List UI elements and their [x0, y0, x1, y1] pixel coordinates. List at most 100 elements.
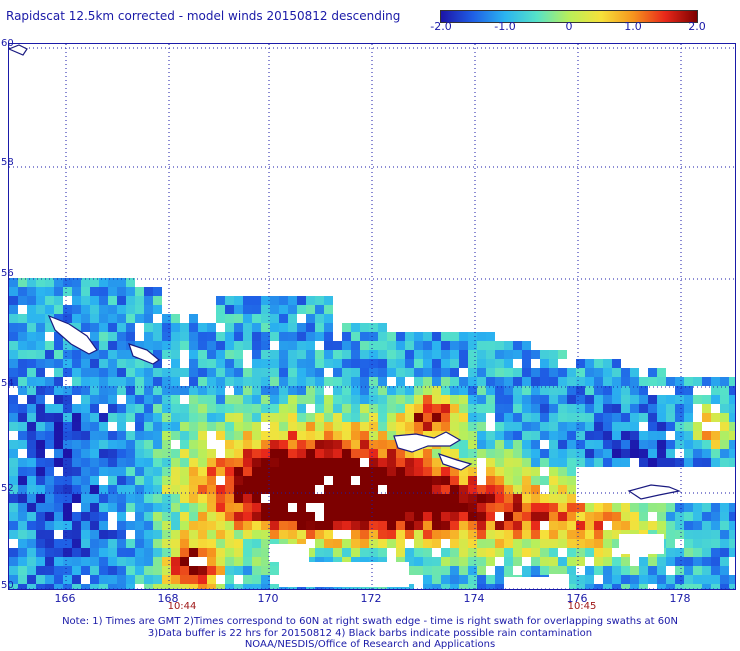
wind-cell	[63, 485, 72, 494]
wind-cell	[162, 368, 171, 377]
wind-cell	[45, 539, 54, 548]
wind-cell	[279, 449, 288, 458]
wind-cell	[675, 548, 684, 557]
wind-cell	[216, 305, 225, 314]
wind-cell	[648, 557, 657, 566]
wind-cell	[702, 395, 711, 404]
wind-cell	[567, 413, 576, 422]
wind-cell	[585, 386, 594, 395]
wind-cell	[513, 458, 522, 467]
wind-cell	[423, 350, 432, 359]
wind-cell	[639, 377, 648, 386]
wind-cell	[540, 458, 549, 467]
wind-cell	[693, 422, 702, 431]
wind-cell	[153, 458, 162, 467]
wind-cell	[306, 332, 315, 341]
wind-cell	[432, 539, 441, 548]
wind-cell	[477, 341, 486, 350]
wind-cell	[36, 458, 45, 467]
wind-cell	[441, 548, 450, 557]
wind-cell	[306, 512, 315, 521]
wind-cell	[495, 359, 504, 368]
wind-cell	[387, 350, 396, 359]
wind-cell	[522, 458, 531, 467]
wind-cell	[477, 530, 486, 539]
wind-cell	[99, 449, 108, 458]
wind-cell	[189, 512, 198, 521]
wind-cell	[198, 476, 207, 485]
wind-cell	[171, 332, 180, 341]
wind-cell	[351, 431, 360, 440]
wind-cell	[108, 467, 117, 476]
wind-cell	[720, 449, 729, 458]
wind-cell	[486, 386, 495, 395]
wind-cell	[162, 566, 171, 575]
wind-cell	[315, 467, 324, 476]
wind-cell	[171, 476, 180, 485]
wind-cell	[360, 494, 369, 503]
wind-cell	[234, 395, 243, 404]
wind-cell	[360, 377, 369, 386]
wind-cell	[540, 539, 549, 548]
wind-cell	[207, 539, 216, 548]
wind-cell	[594, 386, 603, 395]
wind-cell	[126, 332, 135, 341]
wind-cell	[18, 557, 27, 566]
wind-cell	[225, 575, 234, 584]
wind-cell	[45, 494, 54, 503]
wind-cell	[72, 323, 81, 332]
wind-cell	[54, 314, 63, 323]
wind-cell	[99, 566, 108, 575]
wind-cell	[612, 575, 621, 584]
wind-cell	[45, 404, 54, 413]
wind-cell	[153, 557, 162, 566]
wind-cell	[405, 413, 414, 422]
wind-cell	[144, 494, 153, 503]
wind-cell	[333, 449, 342, 458]
wind-cell	[558, 440, 567, 449]
wind-cell	[639, 458, 648, 467]
wind-cell	[432, 575, 441, 584]
wind-cell	[675, 530, 684, 539]
wind-cell	[342, 368, 351, 377]
wind-cell	[27, 494, 36, 503]
wind-cell	[576, 503, 585, 512]
wind-cell	[162, 503, 171, 512]
wind-cell	[99, 395, 108, 404]
wind-cell	[477, 584, 486, 589]
wind-cell	[45, 278, 54, 287]
wind-cell	[216, 539, 225, 548]
wind-cell	[396, 449, 405, 458]
wind-cell	[162, 548, 171, 557]
wind-cell	[342, 377, 351, 386]
wind-cell	[18, 422, 27, 431]
wind-cell	[720, 512, 729, 521]
wind-cell	[90, 332, 99, 341]
wind-cell	[396, 341, 405, 350]
wind-cell	[657, 449, 666, 458]
wind-cell	[648, 368, 657, 377]
wind-cell	[36, 359, 45, 368]
wind-cell	[54, 296, 63, 305]
wind-cell	[99, 584, 108, 589]
wind-cell	[27, 539, 36, 548]
wind-cell	[495, 521, 504, 530]
wind-cell	[243, 548, 252, 557]
wind-cell	[495, 485, 504, 494]
wind-cell	[684, 539, 693, 548]
wind-cell	[135, 521, 144, 530]
wind-cell	[90, 350, 99, 359]
wind-cell	[63, 512, 72, 521]
wind-cell	[468, 395, 477, 404]
wind-cell	[72, 530, 81, 539]
wind-cell	[720, 377, 729, 386]
wind-cell	[207, 395, 216, 404]
wind-cell	[387, 467, 396, 476]
wind-cell	[603, 359, 612, 368]
wind-cell	[432, 485, 441, 494]
wind-cell	[450, 332, 459, 341]
wind-cell	[432, 395, 441, 404]
wind-cell	[279, 440, 288, 449]
wind-cell	[459, 449, 468, 458]
wind-cell	[297, 404, 306, 413]
